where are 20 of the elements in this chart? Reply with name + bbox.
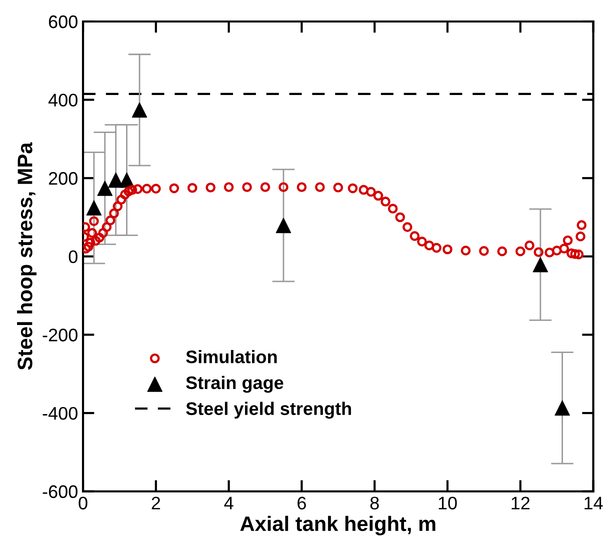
x-tick-label: 12 (512, 496, 530, 510)
y-tick-label: 600 (48, 15, 78, 28)
y-tick-label: 400 (48, 94, 78, 107)
y-axis-title: Steel hoop stress, MPa (17, 142, 36, 370)
y-tick-label: 0 (68, 250, 78, 264)
legend-label: Steel yield strength (186, 402, 351, 419)
legend-label: Simulation (186, 350, 277, 364)
x-tick-label: 0 (78, 496, 88, 510)
x-tick-label: 10 (438, 496, 457, 510)
x-axis-title: Axial tank height, m (240, 516, 436, 536)
x-tick-label: 14 (584, 496, 603, 510)
x-tick-label: 8 (370, 496, 379, 510)
legend-label: Strain gage (186, 376, 284, 393)
x-tick-label: 2 (152, 496, 160, 510)
x-tick-label: 4 (224, 496, 234, 510)
y-tick-label: -600 (42, 485, 78, 498)
y-tick-label: -200 (42, 328, 78, 342)
y-tick-label: -400 (42, 406, 78, 420)
y-tick-label: 200 (48, 172, 78, 185)
x-tick-label: 6 (298, 496, 306, 510)
